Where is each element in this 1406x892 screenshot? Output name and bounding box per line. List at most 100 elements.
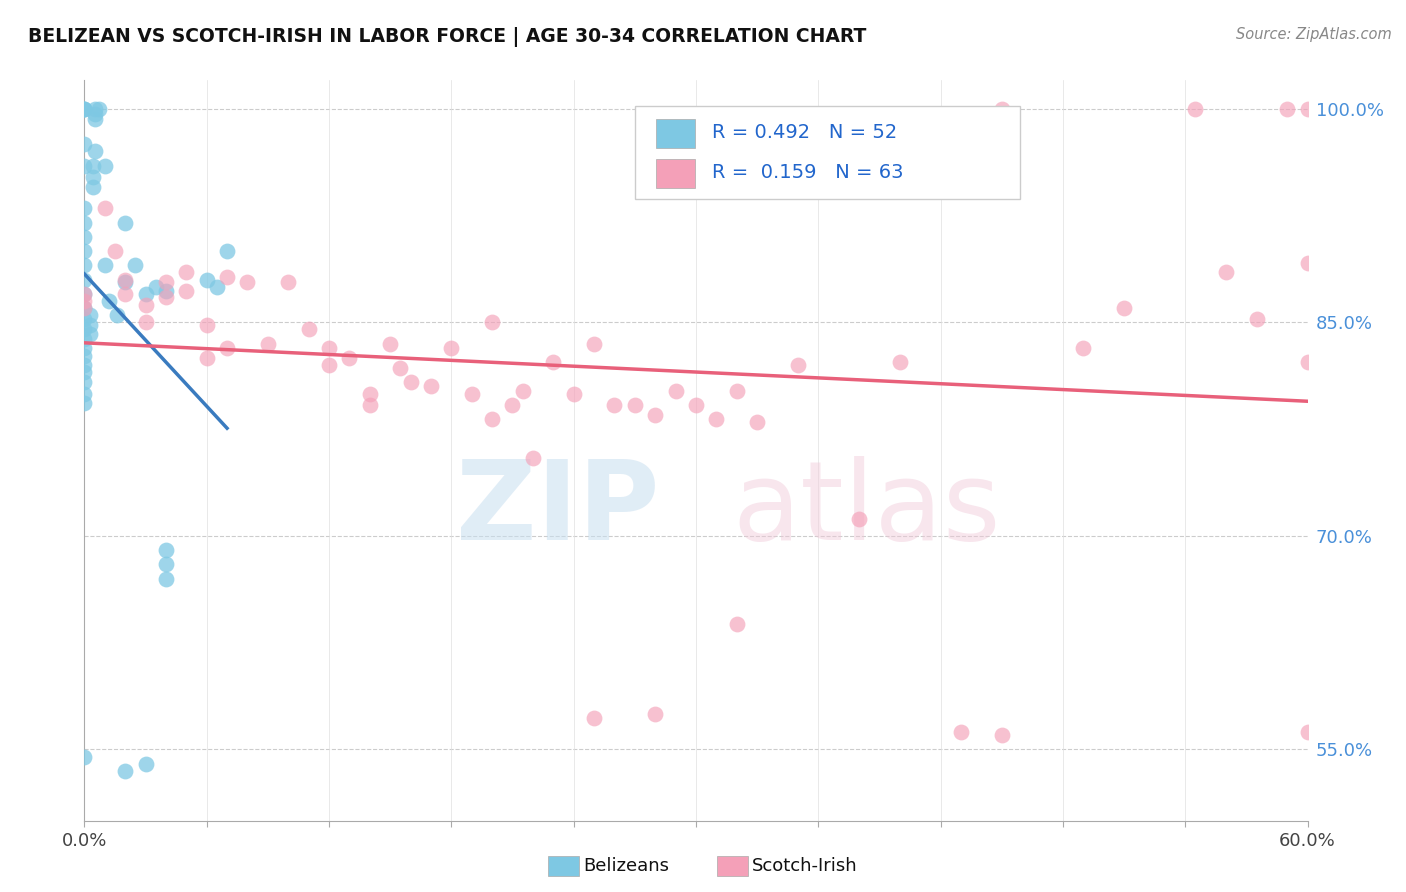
Point [73,396,96,410]
Point [1296,355,1319,369]
Point [665,384,688,398]
Text: Belizeans: Belizeans [583,857,669,875]
Point [1296,255,1319,269]
Point [73,365,96,379]
Point [195,351,218,365]
Point [1296,102,1319,116]
Point [114,276,136,290]
Point [83,145,105,159]
FancyBboxPatch shape [636,106,1021,199]
Point [991,102,1014,116]
Point [73,386,96,401]
Point [155,543,177,558]
Point [73,258,96,272]
Point [1277,102,1299,116]
Point [93,159,115,173]
Text: Source: ZipAtlas.com: Source: ZipAtlas.com [1236,27,1392,42]
Point [73,350,96,364]
Point [73,286,96,301]
Point [725,384,748,398]
Point [725,617,748,632]
Point [1246,312,1268,326]
Point [685,398,707,412]
Point [73,159,96,173]
Point [236,276,259,290]
Point [155,572,177,586]
Point [512,384,534,398]
Point [73,358,96,372]
Point [82,180,104,194]
Point [73,332,96,346]
Point [318,358,340,372]
Point [277,276,299,290]
Point [79,318,101,333]
Point [950,725,973,739]
Point [174,284,197,298]
Point [155,276,177,290]
Point [848,512,870,526]
Point [83,102,105,116]
Point [135,756,157,771]
Point [339,351,361,365]
Point [889,355,911,369]
Point [217,269,239,284]
Point [420,379,443,393]
Point [87,102,110,116]
Point [174,265,197,279]
Point [73,272,96,286]
Point [583,336,606,351]
Point [644,408,666,422]
Point [1114,301,1136,315]
Point [481,412,503,426]
Point [93,258,115,272]
Point [82,170,104,185]
Point [73,322,96,336]
Point [991,728,1014,742]
Point [359,386,381,401]
Point [79,308,101,322]
Point [481,315,503,329]
Point [73,293,96,308]
Point [389,360,412,375]
Point [73,301,96,315]
Point [1073,341,1095,355]
Point [155,558,177,572]
Point [73,301,96,315]
Point [73,375,96,389]
Point [73,102,96,116]
Point [114,764,136,778]
Point [298,322,321,336]
Point [73,202,96,216]
Point [562,386,585,401]
Point [83,107,105,121]
Point [359,398,381,412]
Point [1296,725,1319,739]
Point [105,308,128,322]
Point [135,315,157,329]
Point [155,284,177,298]
Text: atlas: atlas [733,456,1001,563]
Point [1184,102,1206,116]
Point [543,355,565,369]
Point [93,202,115,216]
Bar [655,159,695,188]
Point [73,286,96,301]
Point [73,230,96,244]
Point [135,298,157,312]
Point [83,112,105,126]
Point [73,216,96,230]
Point [79,326,101,341]
Point [380,336,402,351]
Point [257,336,280,351]
Point [706,412,728,426]
Point [583,711,606,725]
Point [73,102,96,116]
Point [217,244,239,259]
Point [195,318,218,333]
Point [114,216,136,230]
Point [104,244,127,259]
Point [522,450,544,465]
Point [73,137,96,152]
Point [205,279,228,293]
Point [73,102,96,116]
